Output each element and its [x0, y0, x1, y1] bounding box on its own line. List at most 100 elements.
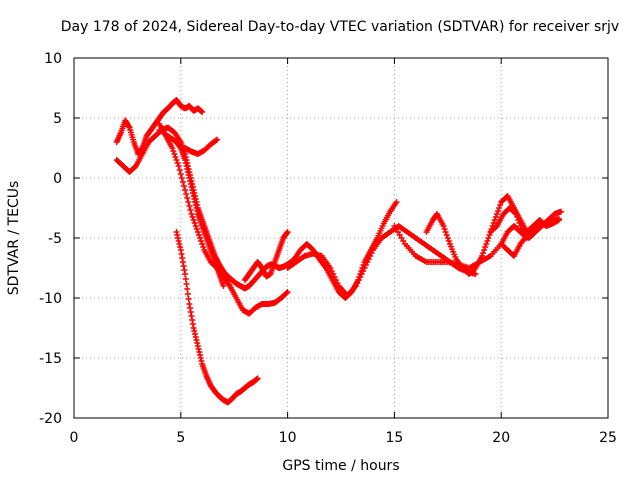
data-series: [241, 229, 291, 283]
data-point: [198, 358, 205, 364]
data-point: [171, 151, 178, 157]
y-tick-label: -20: [39, 411, 62, 427]
data-point: [493, 211, 500, 217]
x-tick-label: 25: [599, 430, 617, 446]
data-point: [490, 220, 497, 226]
data-point: [197, 355, 204, 361]
data-point: [472, 271, 479, 277]
data-point: [182, 160, 189, 166]
data-point: [178, 251, 185, 257]
data-point: [485, 235, 492, 241]
y-tick-label: 0: [53, 171, 62, 187]
x-tick-label: 0: [70, 430, 79, 446]
axis-ticks: 0 5 10 15 20 25 -20 -15 -10 -5 0 5 10: [39, 51, 617, 446]
data-point: [200, 244, 207, 250]
data-point: [176, 241, 183, 247]
data-point: [198, 238, 205, 244]
y-tick-label: 10: [44, 51, 62, 67]
data-point: [440, 223, 447, 229]
data-point: [213, 137, 220, 144]
data-series: [156, 127, 227, 289]
data-point: [220, 283, 227, 289]
data-point: [187, 309, 194, 315]
data-point: [190, 193, 197, 199]
data-point: [189, 321, 196, 327]
data-point: [517, 223, 524, 229]
data-point: [496, 205, 503, 211]
y-tick-label: -10: [39, 291, 62, 307]
data-point: [184, 195, 191, 201]
data-point: [176, 167, 183, 173]
data-point: [195, 232, 202, 238]
data-point: [283, 230, 290, 236]
data-point: [184, 291, 191, 297]
data-point: [483, 241, 490, 247]
data-point: [491, 217, 498, 223]
data-point: [182, 276, 189, 282]
data-point: [178, 175, 185, 181]
data-point: [185, 199, 192, 205]
data-point: [482, 244, 489, 250]
data-point: [518, 226, 525, 232]
x-tick-label: 15: [385, 430, 403, 446]
data-point: [188, 313, 195, 319]
data-point: [558, 208, 565, 215]
data-point: [186, 301, 193, 307]
data-point: [181, 183, 188, 189]
data-point: [187, 305, 194, 311]
data-point: [189, 317, 196, 323]
y-tick-label: 5: [53, 111, 62, 127]
data-point: [182, 271, 189, 277]
data-point: [254, 375, 261, 382]
grid: [74, 58, 608, 418]
chart-title: Day 178 of 2024, Sidereal Day-to-day VTE…: [61, 19, 619, 35]
data-point: [192, 199, 199, 205]
data-point: [179, 255, 186, 261]
data-series: [182, 136, 221, 157]
data-point: [194, 340, 201, 346]
data-point: [188, 211, 195, 217]
data-point: [284, 229, 291, 235]
data-point: [393, 199, 400, 205]
data-point: [186, 203, 193, 209]
data-point: [193, 337, 200, 343]
data-point: [189, 187, 196, 193]
data-point: [177, 244, 184, 250]
data-point: [174, 232, 181, 238]
data-point: [125, 123, 132, 130]
data-point: [284, 289, 291, 295]
x-tick-label: 5: [176, 430, 185, 446]
data-point: [199, 109, 206, 115]
data-point: [190, 217, 197, 223]
data-point: [443, 232, 450, 238]
data-series: [284, 199, 400, 301]
data-point: [172, 154, 179, 160]
data-point: [441, 226, 448, 232]
data-series: [498, 215, 562, 259]
data-point: [189, 214, 196, 220]
data-point: [555, 215, 562, 222]
y-tick-label: -5: [48, 231, 62, 247]
data-point: [188, 184, 195, 190]
data-point: [194, 208, 201, 214]
data-point: [180, 263, 187, 269]
data-point: [174, 160, 181, 166]
data-point: [177, 247, 184, 253]
data-point: [193, 226, 200, 232]
data-point: [170, 148, 177, 154]
data-point: [182, 157, 189, 163]
data-point: [169, 145, 176, 151]
data-point: [183, 163, 190, 169]
x-tick-label: 20: [492, 430, 510, 446]
data-series: [173, 229, 261, 406]
data-point: [478, 253, 485, 259]
y-tick-label: -15: [39, 351, 62, 367]
data-point: [187, 181, 194, 187]
data-point: [181, 267, 188, 273]
data-point: [194, 229, 201, 235]
data-series: [284, 223, 479, 299]
data-point: [513, 211, 520, 217]
data-point: [190, 325, 197, 331]
data-point: [481, 247, 488, 253]
